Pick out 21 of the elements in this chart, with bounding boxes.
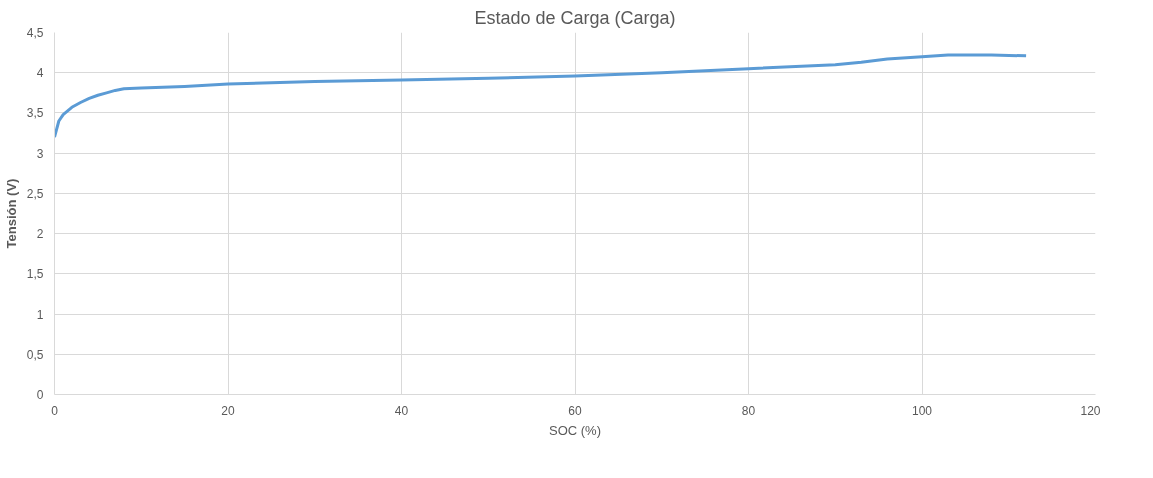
x-tick-label: 40 xyxy=(394,403,409,418)
y-tick-label: 3,5 xyxy=(26,106,44,121)
y-tick-label: 2,5 xyxy=(26,186,44,201)
y-tick-label: 0,5 xyxy=(26,347,44,362)
y-tick-label: 4,5 xyxy=(26,26,44,40)
y-axis-title: Tensión (V) xyxy=(3,178,19,249)
x-tick-label: 20 xyxy=(221,403,235,418)
x-axis-title: SOC (%) xyxy=(549,422,601,438)
x-tick-label: 60 xyxy=(568,403,582,418)
y-tick-label: 4 xyxy=(36,66,44,81)
line-series xyxy=(54,53,1028,139)
x-tick-label: 120 xyxy=(1080,403,1101,418)
x-tick-label: 0 xyxy=(51,403,59,418)
x-tick-label: 80 xyxy=(741,403,756,418)
y-tick-label: 3 xyxy=(36,146,44,161)
y-tick-label: 0 xyxy=(36,388,44,402)
y-tick-label: 1 xyxy=(36,307,44,322)
x-tick-label: 100 xyxy=(911,403,933,418)
y-tick-label: 1,5 xyxy=(26,267,44,282)
y-tick-label: 2 xyxy=(36,227,44,242)
chart-title: Estado de Carga (Carga) xyxy=(474,7,676,28)
